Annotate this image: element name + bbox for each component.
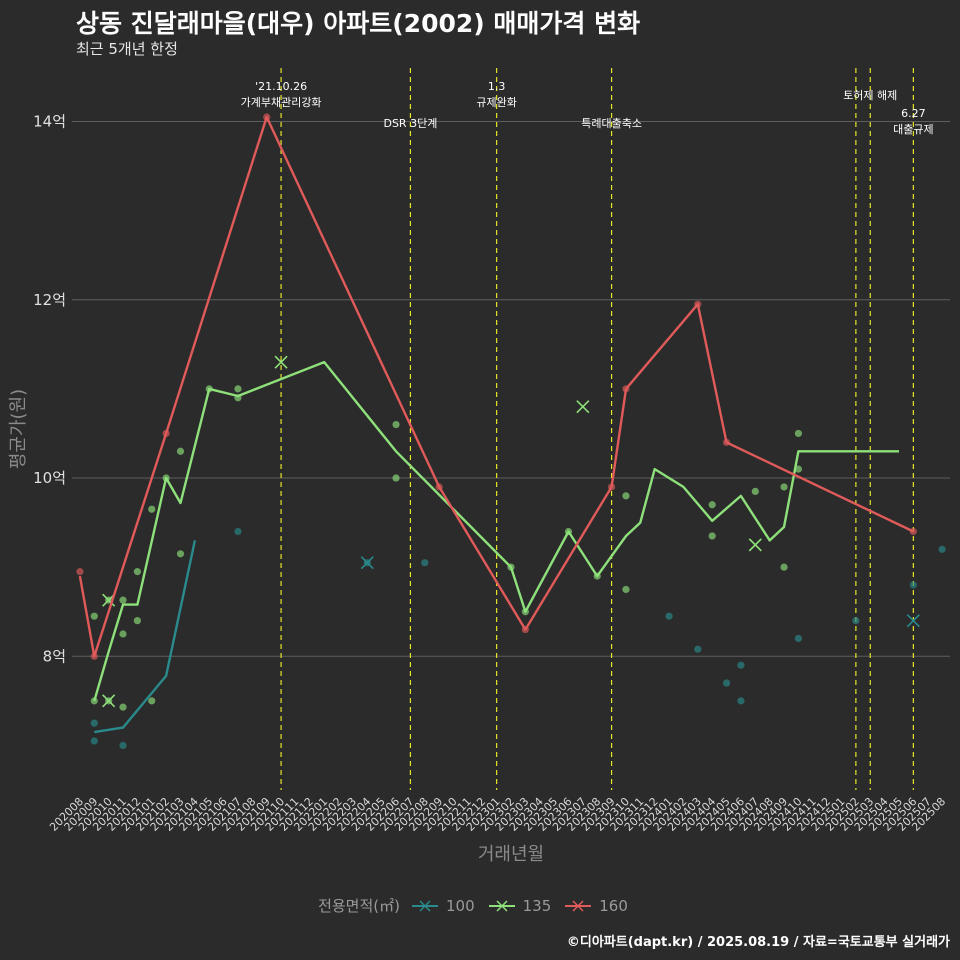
data-point: [622, 585, 630, 594]
y-tick-label: 14억: [33, 112, 66, 130]
event-label: 1.3: [488, 80, 506, 93]
series-100: [90, 527, 946, 750]
cross-marker: [576, 400, 590, 414]
series-line: [94, 540, 197, 734]
y-tick-label: 10억: [33, 469, 66, 487]
data-point: [176, 550, 185, 558]
data-point: [119, 596, 127, 604]
legend-item-100: 100: [411, 896, 475, 915]
legend-key-135-icon: [488, 899, 515, 912]
legend-key-100-icon: [411, 899, 438, 912]
data-point: [176, 447, 185, 455]
data-point: [722, 679, 731, 687]
event-label: 대출규제: [893, 123, 933, 136]
x-axis-title: 거래년월: [478, 844, 544, 865]
data-point: [90, 719, 98, 727]
data-point: [119, 741, 127, 750]
event-label: 6.27: [901, 107, 926, 120]
legend-item-160: 160: [565, 897, 628, 915]
event-label: 특례대출축소: [581, 117, 642, 130]
data-point: [708, 532, 716, 540]
data-point: [751, 487, 759, 495]
data-point: [119, 703, 127, 711]
data-point: [938, 545, 946, 553]
data-point: [148, 505, 156, 513]
series-line: [78, 115, 914, 658]
series-135: [90, 355, 899, 711]
legend-label-100: 100: [445, 896, 475, 915]
data-point: [133, 568, 141, 576]
cross-marker: [748, 538, 762, 552]
event-label: '21.10.26: [255, 80, 307, 93]
data-point: [794, 634, 802, 643]
data-point: [909, 581, 917, 589]
data-point: [119, 630, 127, 638]
data-point: [737, 697, 745, 705]
cross-marker: [102, 694, 116, 708]
data-point: [780, 483, 788, 491]
cross-marker: [360, 556, 374, 570]
y-axis-title: 평균가(원): [8, 389, 29, 469]
data-point: [234, 385, 242, 393]
y-tick-label: 12억: [33, 291, 66, 309]
series-160: [76, 113, 917, 660]
data-point: [622, 492, 630, 500]
data-point: [665, 612, 673, 620]
event-label: 규제완화: [476, 96, 516, 109]
legend-title: 전용면적(㎡): [318, 897, 400, 915]
data-point: [90, 737, 98, 745]
data-point: [133, 617, 141, 625]
data-point: [392, 420, 400, 429]
data-point: [148, 697, 156, 705]
data-point: [852, 617, 860, 625]
data-point: [76, 568, 84, 576]
legend-item-135: 135: [488, 896, 552, 915]
event-label: DSR 3단계: [383, 117, 437, 130]
data-point: [708, 501, 716, 509]
chart-title: 상동 진달래마을(대우) 아파트(2002) 매매가격 변화: [76, 9, 641, 38]
chart-subtitle: 최근 5개년 한정: [76, 40, 178, 58]
data-point: [794, 429, 802, 438]
legend: 전용면적(㎡) 100 135 160: [0, 895, 960, 916]
data-point: [694, 645, 702, 653]
source-footer: ©디아파트(dapt.kr) / 2025.08.19 / 자료=국토교통부 실…: [566, 935, 950, 950]
data-point: [780, 563, 788, 571]
data-point: [234, 527, 242, 536]
cross-marker: [906, 614, 920, 628]
legend-key-160-icon: [565, 899, 592, 912]
event-label: 가계부채관리강화: [241, 96, 322, 109]
legend-label-135: 135: [522, 896, 552, 915]
legend-label-160: 160: [599, 896, 628, 915]
series-line: [93, 360, 899, 702]
data-point: [737, 661, 745, 669]
event-label: 토허제 해제: [843, 88, 897, 102]
data-point: [90, 612, 98, 620]
data-point: [794, 465, 802, 473]
data-point: [421, 559, 429, 567]
data-point: [392, 474, 400, 482]
cross-marker: [274, 355, 288, 369]
y-tick-label: 8억: [43, 647, 66, 665]
